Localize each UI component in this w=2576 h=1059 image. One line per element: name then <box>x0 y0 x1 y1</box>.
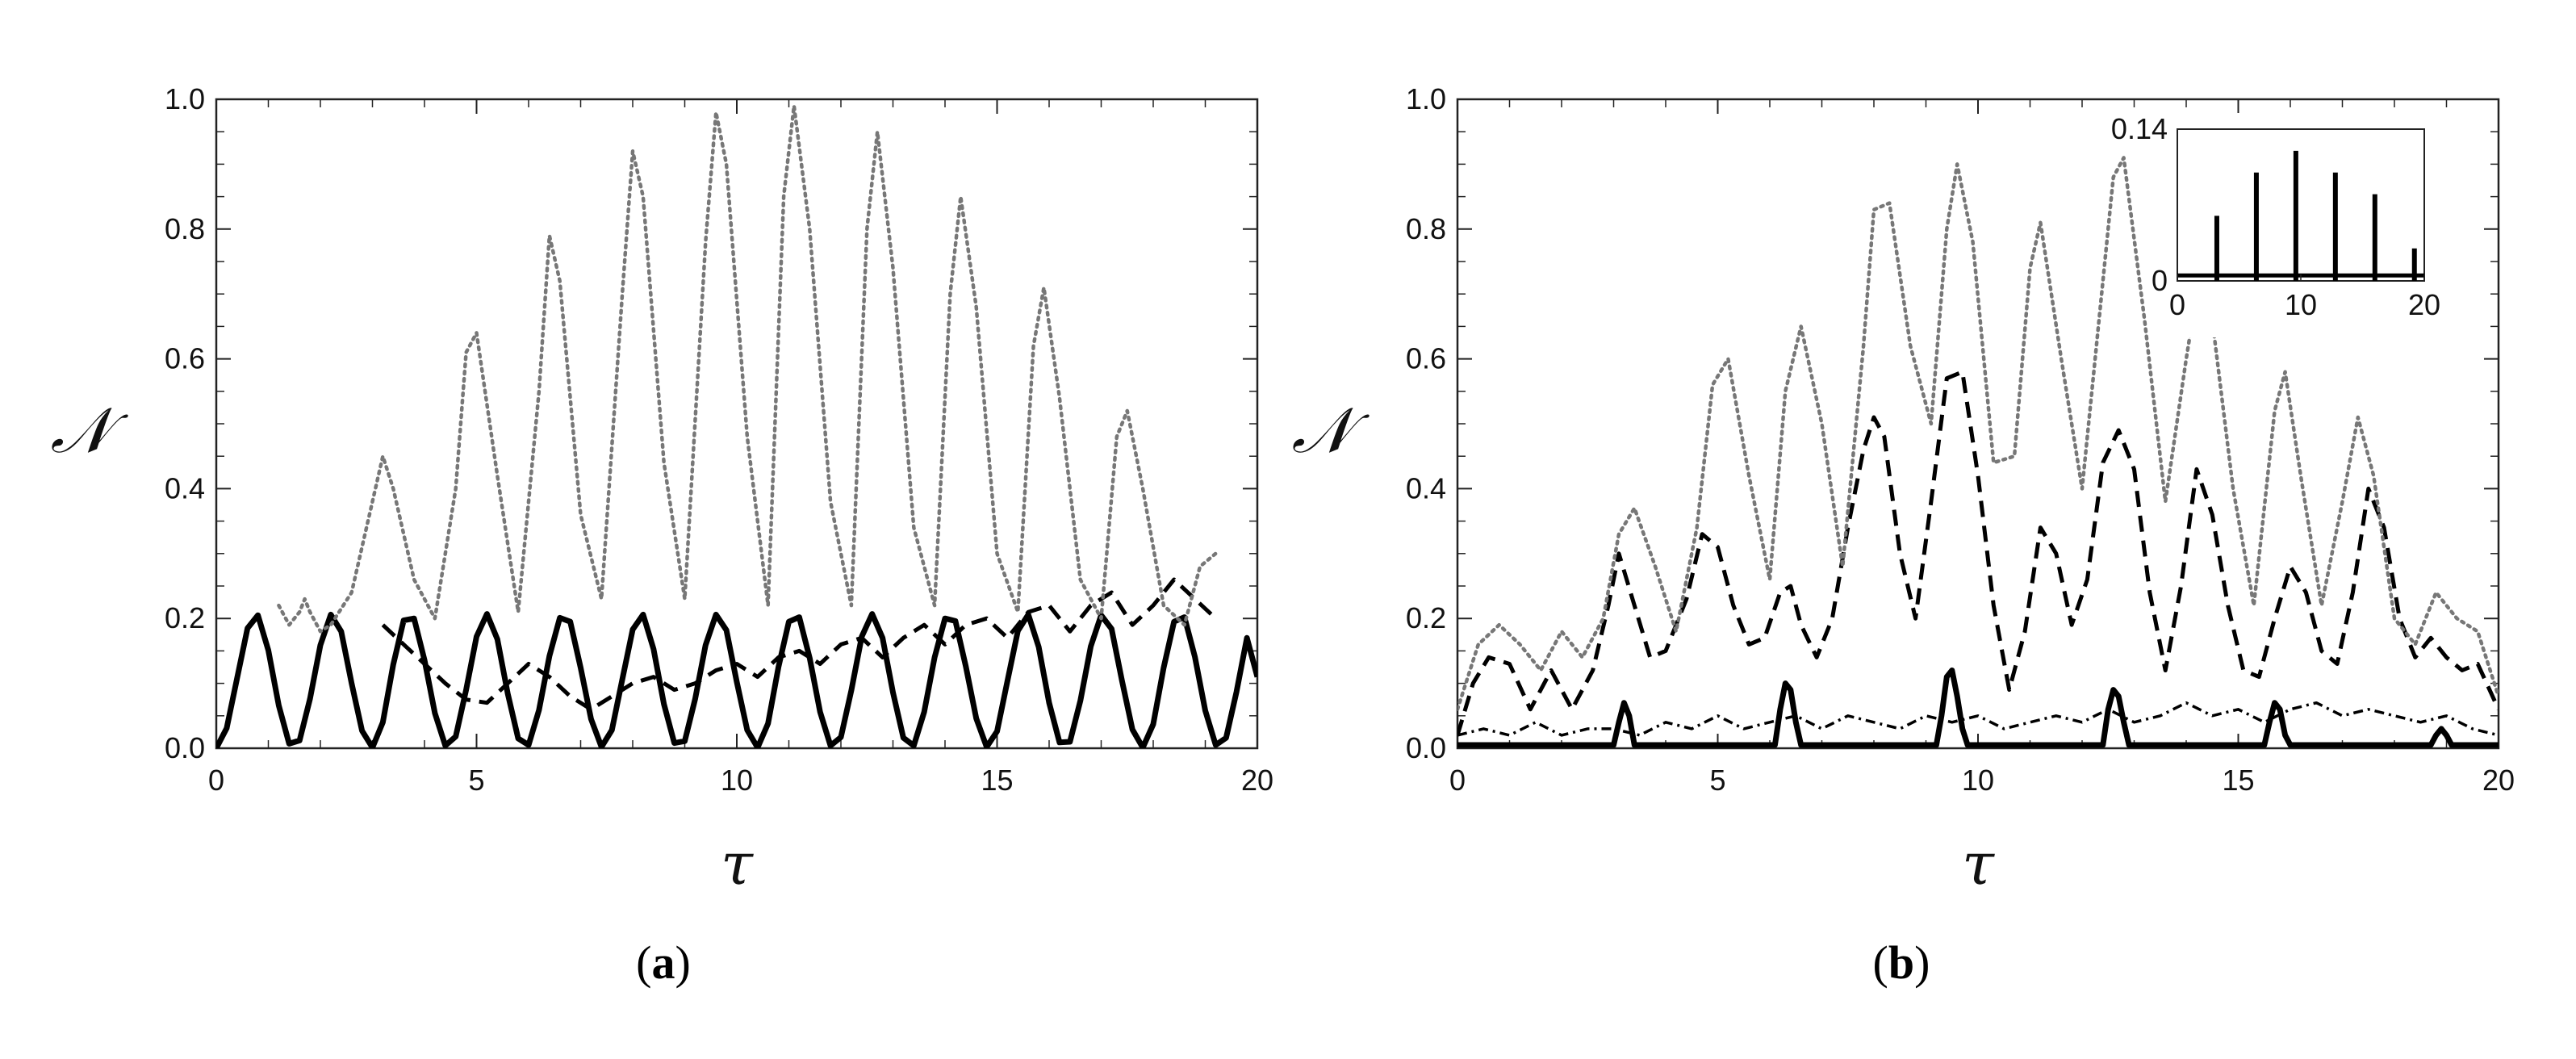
inset-x-tick-label: 0 <box>2169 288 2185 321</box>
panel-a-y-tick-label: 0.4 <box>165 471 205 504</box>
panel-a-x-tick-label: 5 <box>468 764 484 797</box>
panel-b-y-tick-label: 0.0 <box>1406 731 1446 764</box>
panel-a-series-dashed-line <box>381 577 1218 712</box>
panel-b-x-axis-label: τ <box>1962 830 1995 898</box>
panel-b-x-tick-label: 15 <box>2222 764 2254 797</box>
panel-b-y-tick-label: 0.6 <box>1406 342 1446 375</box>
panel-a-y-tick-label: 0.8 <box>165 212 205 245</box>
panel-a-plot-frame <box>215 98 1259 750</box>
panel-b-x-tick-label: 5 <box>1709 764 1725 797</box>
panel-b-y-tick-label: 1.0 <box>1406 82 1446 115</box>
inset-y-tick-label: 0.14 <box>2111 112 2168 145</box>
panel-a-x-axis-label: τ <box>721 830 754 898</box>
panel-a-y-tick-label: 1.0 <box>165 82 205 115</box>
panel-a-caption-letter: a <box>652 936 675 989</box>
panel-b-y-tick-label: 0.8 <box>1406 212 1446 245</box>
panel-b-series-dashed-line <box>1457 370 2499 736</box>
panel-a-y-tick-label: 0.0 <box>165 731 205 764</box>
panel-a-y-axis-label: 𝒩 <box>51 395 129 467</box>
panel-a-series-dotted-line <box>277 103 1218 634</box>
panel-b-caption: (b) <box>1873 936 1930 989</box>
panel-a-series-solid-line <box>216 611 1257 748</box>
panel-b-caption-letter: b <box>1888 936 1914 989</box>
inset-background <box>2172 113 2468 337</box>
panel-b-x-tick-label: 10 <box>1962 764 1994 797</box>
inset-x-tick-label: 10 <box>2285 288 2317 321</box>
panel-a-x-tick-label: 10 <box>721 764 753 797</box>
panel-a-caption: (a) <box>636 936 691 989</box>
panel-b-series-solid-line <box>1457 668 2499 748</box>
panel-b-y-tick-label: 0.4 <box>1406 471 1446 504</box>
panel-a-y-tick-label: 0.2 <box>165 601 205 634</box>
panel-b-series-dotted-line <box>1457 156 2499 712</box>
panel-b-inset: 0 10 20 0 0.14 <box>2111 112 2468 337</box>
panel-b: 0 5 10 15 20 0.0 0.2 0.4 0.6 0.8 1.0 𝒩τ <box>1292 82 2515 898</box>
panel-a-x-tick-label: 15 <box>981 764 1013 797</box>
panel-a-y-tick-label: 0.6 <box>165 342 205 375</box>
panel-b-y-axis-label: 𝒩 <box>1292 395 1370 467</box>
panel-a-x-tick-label: 0 <box>208 764 224 797</box>
panel-b-series-dash-dot-line <box>1457 701 2499 737</box>
inset-y-tick-label: 0 <box>2152 264 2168 297</box>
panel-b-y-tick-label: 0.2 <box>1406 601 1446 634</box>
panel-a-x-tick-label: 20 <box>1241 764 1273 797</box>
inset-x-tick-label: 20 <box>2408 288 2440 321</box>
panel-b-x-tick-label: 20 <box>2482 764 2515 797</box>
panel-a: 0 5 10 15 20 0.0 0.2 0.4 0.6 0.8 1.0 𝒩τ <box>51 82 1273 898</box>
panel-b-x-tick-label: 0 <box>1449 764 1466 797</box>
